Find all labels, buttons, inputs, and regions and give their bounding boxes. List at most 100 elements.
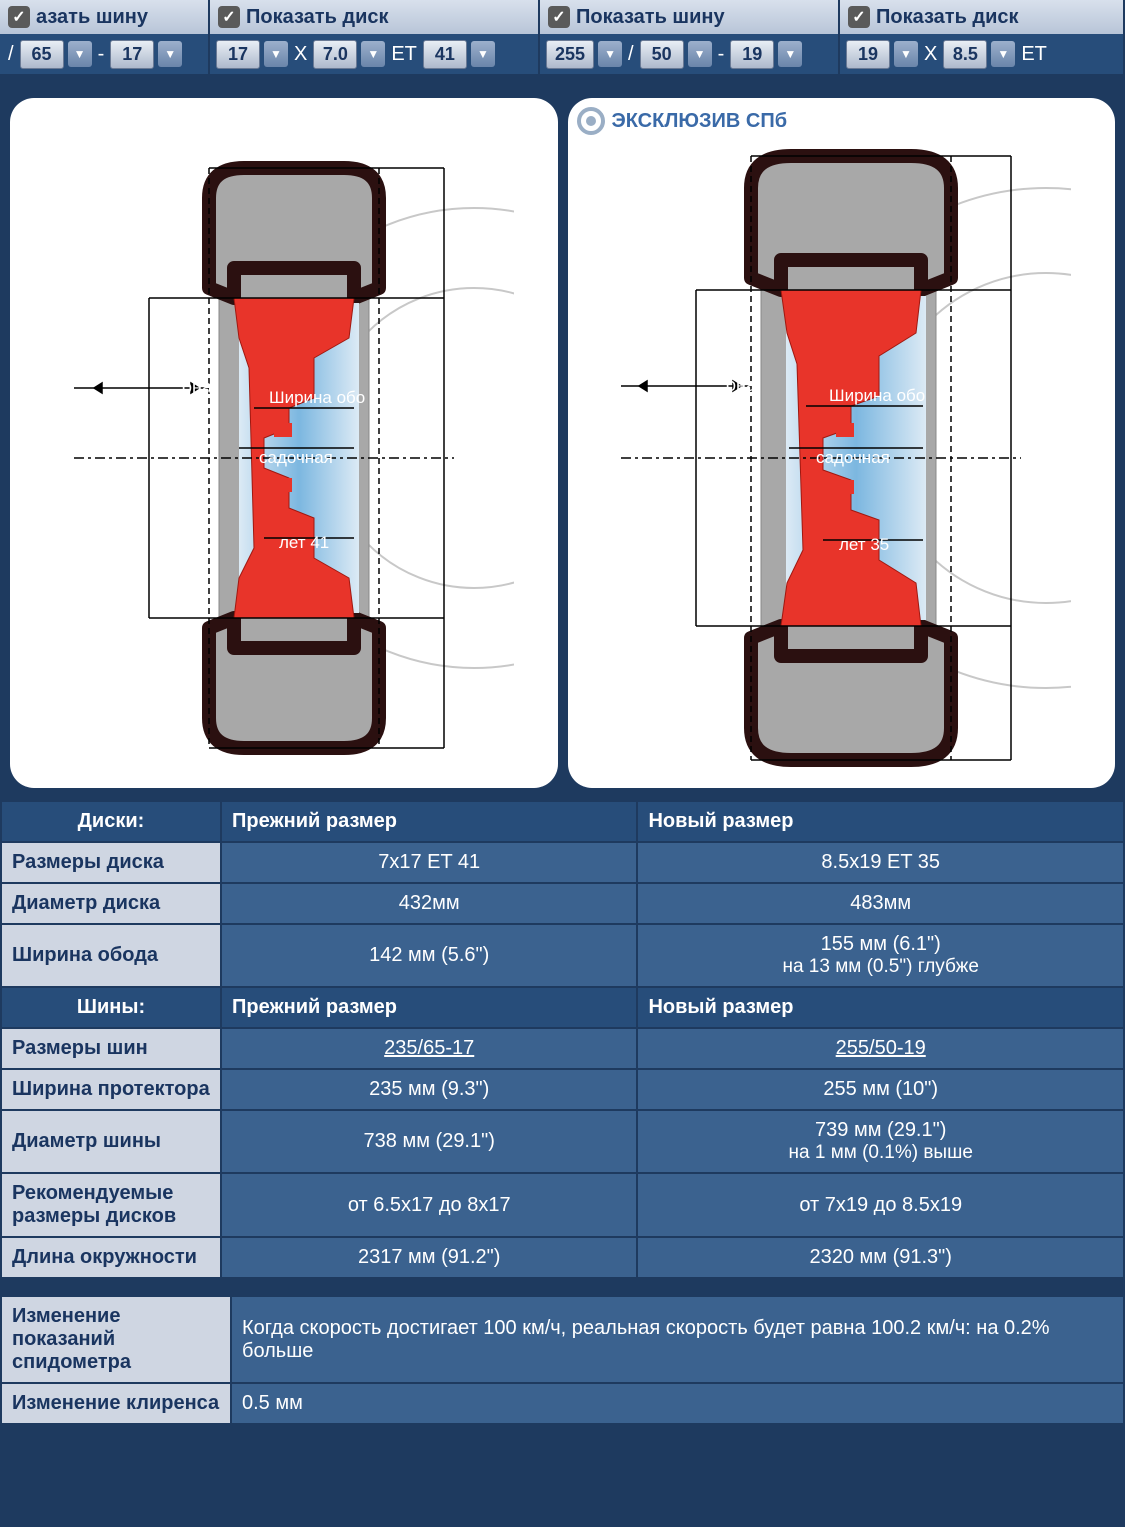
- table-row: Ширина протектора 235 мм (9.3") 255 мм (…: [1, 1069, 1124, 1110]
- clearance-value: 0.5 мм: [231, 1383, 1124, 1424]
- val-old: 738 мм (29.1"): [221, 1110, 637, 1173]
- val-old: от 6.5x17 до 8x17: [221, 1173, 637, 1237]
- col-new-header: Новый размер: [637, 987, 1124, 1028]
- chevron-down-icon[interactable]: ▼: [158, 41, 182, 67]
- clearance-label: Изменение клиренса: [1, 1383, 231, 1424]
- row-label: Ширина протектора: [1, 1069, 221, 1110]
- control-bar: ✓ азать шину / 65 ▼ - 17 ▼ ✓ Показать ди…: [0, 0, 1125, 74]
- select-disk-et-old[interactable]: 41: [423, 40, 467, 69]
- diagram-area: она Ширина обо садочная лет 41 ЭКСКЛЮЗИВ…: [0, 74, 1125, 798]
- table-row: Размеры диска 7x17 ET 41 8.5x19 ET 35: [1, 842, 1124, 883]
- chevron-down-icon[interactable]: ▼: [991, 41, 1015, 67]
- val-new: от 7x19 до 8.5x19: [637, 1173, 1124, 1237]
- label-corona: она: [726, 375, 757, 395]
- val-sub: на 13 мм (0.5") глубже: [648, 956, 1113, 978]
- table-row: Изменение показаний спидометра Когда ско…: [1, 1296, 1124, 1383]
- disks-table: Диски: Прежний размер Новый размер Разме…: [0, 800, 1125, 1279]
- row-label: Рекомендуемые размеры дисков: [1, 1173, 221, 1237]
- chevron-down-icon[interactable]: ▼: [471, 41, 495, 67]
- val-old: 142 мм (5.6"): [221, 924, 637, 987]
- row-label: Длина окружности: [1, 1237, 221, 1278]
- checkbox-label: Показать шину: [576, 6, 725, 29]
- table-row: Диаметр шины 738 мм (29.1") 739 мм (29.1…: [1, 1110, 1124, 1173]
- chevron-down-icon[interactable]: ▼: [68, 41, 92, 67]
- table-row: Длина окружности 2317 мм (91.2") 2320 мм…: [1, 1237, 1124, 1278]
- checkbox-show-disk-old[interactable]: ✓: [218, 6, 240, 28]
- wheel-cross-section-old: она Ширина обо садочная лет 41: [54, 138, 514, 778]
- label-width: Ширина обо: [829, 386, 925, 405]
- label-offset: лет 35: [839, 535, 889, 554]
- table-row: Ширина обода 142 мм (5.6") 155 мм (6.1")…: [1, 924, 1124, 987]
- chevron-down-icon[interactable]: ▼: [264, 41, 288, 67]
- table-row: Изменение клиренса 0.5 мм: [1, 1383, 1124, 1424]
- disk-old-segment: ✓ Показать диск 17 ▼ X 7.0 ▼ ET 41 ▼: [210, 0, 540, 74]
- col-old-header: Прежний размер: [221, 801, 637, 842]
- checkbox-label: Показать диск: [876, 6, 1019, 29]
- tire-new-segment: ✓ Показать шину 255 ▼ / 50 ▼ - 19 ▼: [540, 0, 840, 74]
- val-old: 7x17 ET 41: [221, 842, 637, 883]
- sep-dash: -: [716, 43, 727, 66]
- val-main: 155 мм (6.1"): [821, 933, 941, 955]
- bottom-info-table: Изменение показаний спидометра Когда ско…: [0, 1295, 1125, 1425]
- val-old: 235/65-17: [221, 1028, 637, 1069]
- speedo-value: Когда скорость достигает 100 км/ч, реаль…: [231, 1296, 1124, 1383]
- label-width: Ширина обо: [269, 388, 365, 407]
- table-row: Диаметр диска 432мм 483мм: [1, 883, 1124, 924]
- label-mount: садочная: [816, 448, 890, 467]
- logo-icon: [576, 106, 606, 136]
- diagram-new: ЭКСКЛЮЗИВ СПб: [568, 98, 1116, 788]
- sep-slash: /: [6, 43, 16, 66]
- chevron-down-icon[interactable]: ▼: [688, 41, 712, 67]
- select-tire-width-new[interactable]: 255: [546, 40, 594, 69]
- val-old: 2317 мм (91.2"): [221, 1237, 637, 1278]
- val-old: 432мм: [221, 883, 637, 924]
- select-disk-diam-old[interactable]: 17: [216, 40, 260, 69]
- select-diam-old[interactable]: 17: [110, 40, 154, 69]
- val-new: 255/50-19: [637, 1028, 1124, 1069]
- sep-slash: /: [626, 43, 636, 66]
- select-disk-width-new[interactable]: 8.5: [943, 40, 987, 69]
- sep-x: X: [922, 43, 939, 66]
- tire-old-segment: ✓ азать шину / 65 ▼ - 17 ▼: [0, 0, 210, 74]
- val-new: 155 мм (6.1") на 13 мм (0.5") глубже: [637, 924, 1124, 987]
- checkbox-show-tire-new[interactable]: ✓: [548, 6, 570, 28]
- tire-size-link-new[interactable]: 255/50-19: [836, 1037, 926, 1059]
- val-new: 8.5x19 ET 35: [637, 842, 1124, 883]
- row-label: Размеры диска: [1, 842, 221, 883]
- tire-size-link-old[interactable]: 235/65-17: [384, 1037, 474, 1059]
- label-offset: лет 41: [279, 533, 329, 552]
- select-diam-new[interactable]: 19: [730, 40, 774, 69]
- row-label: Размеры шин: [1, 1028, 221, 1069]
- chevron-down-icon[interactable]: ▼: [894, 41, 918, 67]
- diagram-old: она Ширина обо садочная лет 41: [10, 98, 558, 788]
- select-aspect-old[interactable]: 65: [20, 40, 64, 69]
- row-label: Ширина обода: [1, 924, 221, 987]
- logo-text: ЭКСКЛЮЗИВ СПб: [612, 110, 788, 133]
- disks-header: Диски:: [1, 801, 221, 842]
- val-new: 483мм: [637, 883, 1124, 924]
- val-new: 2320 мм (91.3"): [637, 1237, 1124, 1278]
- col-old-header: Прежний размер: [221, 987, 637, 1028]
- select-disk-width-old[interactable]: 7.0: [313, 40, 357, 69]
- logo-badge: ЭКСКЛЮЗИВ СПб: [576, 106, 788, 136]
- wheel-cross-section-new: она Ширина обо садочная лет 35: [611, 138, 1071, 778]
- sep-x: X: [292, 43, 309, 66]
- speedo-label: Изменение показаний спидометра: [1, 1296, 231, 1383]
- disk-new-segment: ✓ Показать диск 19 ▼ X 8.5 ▼ ET: [840, 0, 1125, 74]
- chevron-down-icon[interactable]: ▼: [778, 41, 802, 67]
- label-corona: она: [182, 377, 213, 397]
- sep-dash: -: [96, 43, 107, 66]
- val-sub: на 1 мм (0.1%) выше: [648, 1142, 1113, 1164]
- row-label: Диаметр шины: [1, 1110, 221, 1173]
- row-label: Диаметр диска: [1, 883, 221, 924]
- chevron-down-icon[interactable]: ▼: [361, 41, 385, 67]
- checkbox-show-tire-old[interactable]: ✓: [8, 6, 30, 28]
- select-disk-diam-new[interactable]: 19: [846, 40, 890, 69]
- checkbox-show-disk-new[interactable]: ✓: [848, 6, 870, 28]
- chevron-down-icon[interactable]: ▼: [598, 41, 622, 67]
- val-old: 235 мм (9.3"): [221, 1069, 637, 1110]
- table-row: Размеры шин 235/65-17 255/50-19: [1, 1028, 1124, 1069]
- label-mount: садочная: [259, 448, 333, 467]
- select-aspect-new[interactable]: 50: [640, 40, 684, 69]
- checkbox-label: азать шину: [36, 6, 148, 29]
